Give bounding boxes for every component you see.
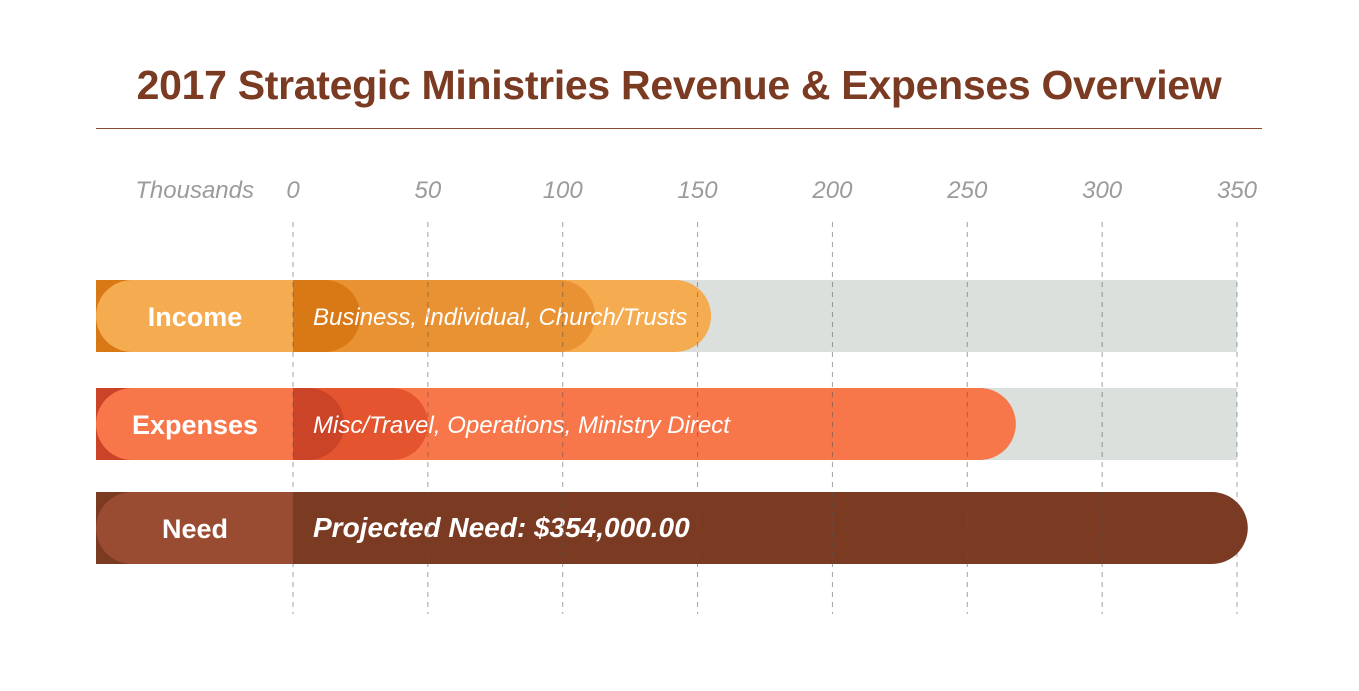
row-income: Income Business, Individual, Church/Trust… xyxy=(96,280,1237,352)
unit-label: Thousands xyxy=(135,177,254,204)
x-tick-label: 100 xyxy=(543,177,584,204)
x-tick-label: 50 xyxy=(415,177,442,204)
row-label-pill xyxy=(96,388,293,460)
x-tick-label: 150 xyxy=(678,177,719,204)
row-description: Projected Need: $354,000.00 xyxy=(313,512,690,543)
row-label: Expenses xyxy=(132,410,258,440)
x-tick-label: 300 xyxy=(1082,177,1123,204)
row-label-pill xyxy=(96,492,293,564)
x-tick-label: 250 xyxy=(946,177,988,204)
row-description: Business, Individual, Church/Trusts xyxy=(313,304,687,331)
x-tick-label: 0 xyxy=(286,177,300,204)
row-label: Income xyxy=(148,302,243,332)
chart-title: 2017 Strategic Ministries Revenue & Expe… xyxy=(136,62,1222,108)
bar-segment xyxy=(96,492,1248,564)
x-tick-label: 350 xyxy=(1217,177,1258,204)
row-expenses: Expenses Misc/Travel, Operations, Ministr… xyxy=(96,388,1237,460)
row-label: Need xyxy=(162,514,228,544)
row-description: Misc/Travel, Operations, Ministry Direct xyxy=(313,412,731,439)
bars-group: Income Business, Individual, Church/Trust… xyxy=(96,280,1248,564)
title-divider xyxy=(96,128,1262,129)
row-label-pill xyxy=(96,280,293,352)
x-tick-label: 200 xyxy=(811,177,853,204)
row-need: Need Projected Need: $354,000.00 xyxy=(96,492,1248,564)
